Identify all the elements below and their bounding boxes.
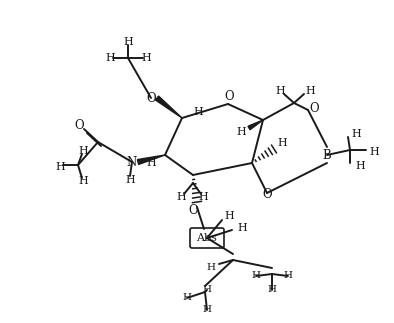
Text: H: H <box>78 146 88 156</box>
Polygon shape <box>156 96 182 118</box>
Text: H: H <box>203 306 212 315</box>
Text: H: H <box>146 158 156 168</box>
Text: O: O <box>262 189 272 202</box>
Text: H: H <box>125 175 135 185</box>
Text: H: H <box>305 86 315 96</box>
FancyBboxPatch shape <box>190 228 224 248</box>
Text: H: H <box>176 192 186 202</box>
Text: H: H <box>355 161 365 171</box>
Text: O: O <box>309 101 319 114</box>
Text: H: H <box>268 286 277 295</box>
Text: H: H <box>78 176 88 186</box>
Text: H: H <box>55 162 65 172</box>
Polygon shape <box>248 120 263 130</box>
Text: H: H <box>251 272 260 280</box>
Text: H: H <box>105 53 115 63</box>
Text: H: H <box>203 286 212 295</box>
Text: H: H <box>369 147 379 157</box>
Text: O: O <box>74 119 84 131</box>
Text: H: H <box>193 107 203 117</box>
Text: O: O <box>224 89 234 102</box>
Text: H: H <box>206 264 216 273</box>
Text: H: H <box>284 272 292 280</box>
Text: H: H <box>224 211 234 221</box>
Text: Abs: Abs <box>197 233 217 243</box>
Text: O: O <box>146 91 156 105</box>
Text: N: N <box>127 155 137 169</box>
Text: H: H <box>182 294 191 303</box>
Text: H: H <box>198 192 208 202</box>
Text: H: H <box>275 86 285 96</box>
Polygon shape <box>138 155 165 164</box>
Text: H: H <box>123 37 133 47</box>
Text: H: H <box>351 129 361 139</box>
Text: H: H <box>141 53 151 63</box>
Text: H: H <box>237 223 247 233</box>
Text: H: H <box>277 138 287 148</box>
Text: O: O <box>188 203 198 216</box>
Text: H: H <box>236 127 246 137</box>
Text: B: B <box>323 149 331 162</box>
